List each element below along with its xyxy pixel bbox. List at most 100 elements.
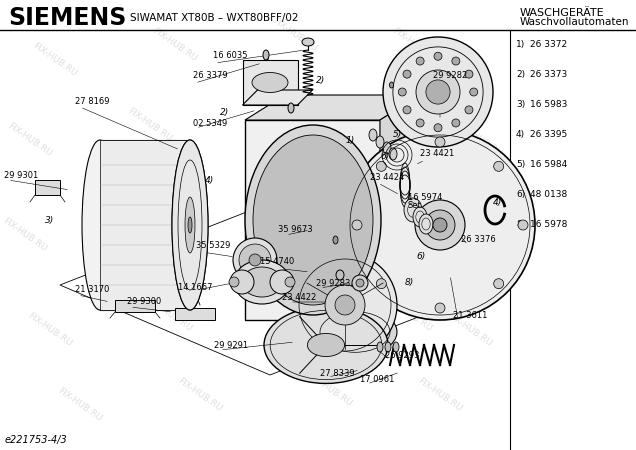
- Text: 35 5329: 35 5329: [196, 240, 230, 249]
- Text: 1): 1): [516, 40, 525, 49]
- Ellipse shape: [425, 210, 455, 240]
- Ellipse shape: [230, 270, 254, 294]
- Text: 29 9283: 29 9283: [316, 279, 350, 288]
- Polygon shape: [100, 140, 190, 310]
- Ellipse shape: [313, 308, 397, 356]
- Text: FIX-HUB.RU: FIX-HUB.RU: [246, 96, 294, 134]
- Text: 35 9673: 35 9673: [278, 225, 313, 234]
- Text: 6): 6): [416, 252, 425, 261]
- Ellipse shape: [302, 38, 314, 46]
- Ellipse shape: [404, 198, 422, 222]
- Text: 21 3170: 21 3170: [75, 285, 109, 294]
- Text: 2): 2): [316, 76, 325, 85]
- Ellipse shape: [253, 135, 373, 305]
- Polygon shape: [35, 180, 60, 195]
- Text: 29 9300: 29 9300: [127, 297, 162, 306]
- Ellipse shape: [435, 137, 445, 147]
- Ellipse shape: [433, 218, 447, 232]
- Polygon shape: [245, 95, 420, 120]
- Text: 3): 3): [516, 100, 525, 109]
- Ellipse shape: [245, 125, 381, 315]
- Text: 16 5984: 16 5984: [530, 160, 567, 169]
- Text: FIX-HUB.RU: FIX-HUB.RU: [266, 287, 314, 324]
- Ellipse shape: [335, 295, 355, 315]
- Ellipse shape: [233, 238, 277, 282]
- Text: FIX-HUB.RU: FIX-HUB.RU: [1, 216, 49, 253]
- Ellipse shape: [185, 197, 195, 253]
- Ellipse shape: [188, 217, 192, 233]
- Ellipse shape: [172, 140, 208, 310]
- Ellipse shape: [82, 140, 118, 310]
- Ellipse shape: [383, 142, 391, 154]
- Text: 23 4424: 23 4424: [370, 174, 404, 183]
- Text: FIX-HUB.RU: FIX-HUB.RU: [176, 377, 224, 414]
- Text: 23 4422: 23 4422: [282, 293, 316, 302]
- Ellipse shape: [270, 270, 294, 294]
- Polygon shape: [175, 308, 215, 320]
- Text: 02 5349: 02 5349: [193, 120, 227, 129]
- Text: 8): 8): [405, 278, 414, 287]
- Text: FIX-HUB.RU: FIX-HUB.RU: [121, 202, 169, 238]
- Text: FIX-HUB.RU: FIX-HUB.RU: [307, 372, 354, 409]
- Text: 26 3372: 26 3372: [530, 40, 567, 49]
- Ellipse shape: [239, 244, 271, 276]
- Text: 16 5983: 16 5983: [530, 100, 567, 109]
- Ellipse shape: [393, 342, 399, 352]
- Text: FIX-HUB.RU: FIX-HUB.RU: [452, 212, 499, 248]
- Text: 6): 6): [380, 153, 389, 162]
- Text: 5): 5): [516, 160, 525, 169]
- Ellipse shape: [389, 148, 397, 160]
- Polygon shape: [115, 300, 155, 312]
- Text: 16 5974: 16 5974: [408, 194, 443, 202]
- Ellipse shape: [252, 72, 288, 93]
- Ellipse shape: [234, 260, 290, 304]
- Ellipse shape: [356, 279, 364, 287]
- Ellipse shape: [336, 270, 344, 280]
- Text: 26 9293: 26 9293: [385, 351, 419, 360]
- Ellipse shape: [389, 82, 394, 88]
- Ellipse shape: [434, 52, 442, 60]
- Text: 23 4421: 23 4421: [420, 149, 454, 158]
- Ellipse shape: [385, 342, 391, 352]
- Text: FIX-HUB.RU: FIX-HUB.RU: [127, 107, 174, 144]
- Ellipse shape: [403, 106, 411, 114]
- Text: FIX-HUB.RU: FIX-HUB.RU: [456, 122, 504, 158]
- Text: FIX-HUB.RU: FIX-HUB.RU: [151, 27, 198, 63]
- Text: FIX-HUB.RU: FIX-HUB.RU: [361, 202, 409, 238]
- Ellipse shape: [242, 267, 282, 297]
- Ellipse shape: [435, 303, 445, 313]
- Text: Set: Set: [408, 202, 422, 211]
- Ellipse shape: [293, 253, 397, 357]
- Ellipse shape: [369, 129, 377, 141]
- Text: 16 6035: 16 6035: [213, 51, 247, 60]
- Text: 6): 6): [516, 190, 525, 199]
- Text: 26 3373: 26 3373: [530, 70, 567, 79]
- Text: FIX-HUB.RU: FIX-HUB.RU: [366, 107, 414, 144]
- Text: 4): 4): [205, 176, 214, 184]
- Ellipse shape: [434, 124, 442, 132]
- Ellipse shape: [470, 88, 478, 96]
- Ellipse shape: [465, 70, 473, 78]
- Text: 15 4740: 15 4740: [260, 257, 294, 266]
- Ellipse shape: [249, 254, 261, 266]
- Ellipse shape: [377, 279, 386, 289]
- Ellipse shape: [264, 306, 388, 383]
- Text: e221753-4/3: e221753-4/3: [5, 435, 68, 445]
- Text: FIX-HUB.RU: FIX-HUB.RU: [146, 297, 194, 333]
- Ellipse shape: [465, 106, 473, 114]
- Text: 4): 4): [516, 130, 525, 139]
- Text: Waschvollautomaten: Waschvollautomaten: [520, 17, 630, 27]
- Text: FIX-HUB.RU: FIX-HUB.RU: [241, 192, 289, 229]
- Text: 2): 2): [516, 70, 525, 79]
- Ellipse shape: [415, 200, 465, 250]
- Ellipse shape: [518, 220, 528, 230]
- Ellipse shape: [494, 279, 504, 289]
- Ellipse shape: [377, 342, 383, 352]
- Text: FIX-HUB.RU: FIX-HUB.RU: [391, 27, 439, 63]
- Polygon shape: [242, 60, 298, 105]
- Ellipse shape: [352, 275, 368, 291]
- Text: 29 9282: 29 9282: [433, 71, 467, 80]
- Text: 2): 2): [220, 108, 229, 117]
- Ellipse shape: [285, 277, 295, 287]
- Ellipse shape: [376, 136, 384, 148]
